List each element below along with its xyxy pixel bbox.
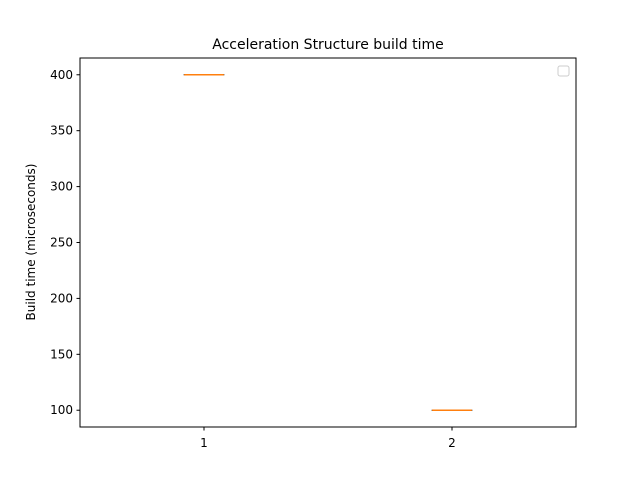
y-tick-label: 300 xyxy=(50,180,73,194)
y-tick-label: 150 xyxy=(50,347,73,361)
y-tick-label: 200 xyxy=(50,291,73,305)
x-tick-label: 2 xyxy=(448,436,456,450)
y-tick-label: 100 xyxy=(50,403,73,417)
y-tick-label: 350 xyxy=(50,124,73,138)
axes-frame xyxy=(80,58,576,427)
legend-box xyxy=(558,66,569,76)
y-tick-label: 250 xyxy=(50,236,73,250)
y-axis-title: Build time (microseconds) xyxy=(24,164,38,321)
chart-title: Acceleration Structure build time xyxy=(212,37,444,53)
x-tick-label: 1 xyxy=(200,436,208,450)
y-tick-label: 400 xyxy=(50,68,73,82)
plot-area: 100 150 200 250 300 350 400 1 2 xyxy=(50,68,472,450)
